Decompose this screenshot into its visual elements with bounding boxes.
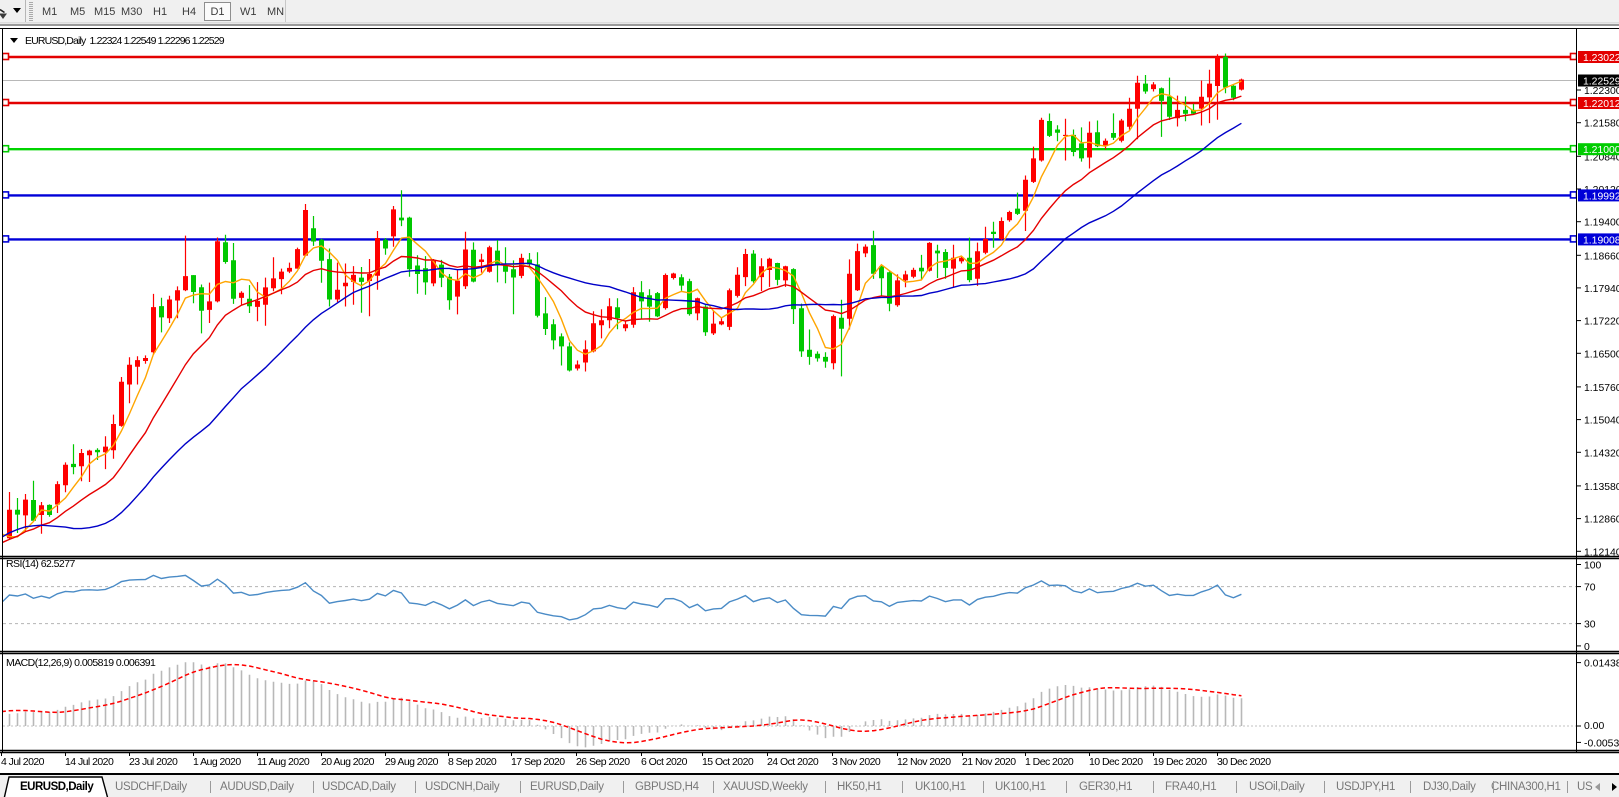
svg-text:0.00: 0.00	[1584, 721, 1604, 732]
svg-text:20 Aug 2020: 20 Aug 2020	[321, 756, 375, 768]
svg-text:21 Nov 2020: 21 Nov 2020	[962, 756, 1016, 768]
svg-text:12 Nov 2020: 12 Nov 2020	[897, 756, 951, 768]
svg-text:0.014384: 0.014384	[1584, 659, 1619, 670]
svg-text:1.13580: 1.13580	[1584, 482, 1619, 493]
svg-text:1.22300: 1.22300	[1584, 86, 1619, 97]
svg-text:11 Aug 2020: 11 Aug 2020	[257, 756, 310, 768]
svg-text:4 Jul 2020: 4 Jul 2020	[1, 756, 45, 768]
svg-text:1 Aug 2020: 1 Aug 2020	[193, 756, 241, 768]
svg-text:-0.005396: -0.005396	[1584, 738, 1619, 749]
svg-text:1.12140: 1.12140	[1584, 547, 1619, 558]
svg-text:10 Dec 2020: 10 Dec 2020	[1089, 756, 1143, 768]
svg-text:29 Aug 2020: 29 Aug 2020	[385, 756, 439, 768]
svg-text:RSI(14) 62.5277: RSI(14) 62.5277	[6, 558, 76, 570]
svg-text:1.22529: 1.22529	[1583, 77, 1619, 88]
svg-text:17 Sep 2020: 17 Sep 2020	[511, 756, 565, 768]
svg-text:3 Nov 2020: 3 Nov 2020	[832, 756, 881, 768]
svg-text:1 Dec 2020: 1 Dec 2020	[1025, 756, 1074, 768]
svg-text:1.19008: 1.19008	[1583, 235, 1619, 246]
svg-text:EURUSD,Daily 1.22324 1.22549: EURUSD,Daily 1.22324 1.22549 1.22296 1.2…	[25, 35, 225, 47]
svg-text:1.21000: 1.21000	[1583, 145, 1619, 156]
svg-text:1.23022: 1.23022	[1583, 53, 1619, 64]
svg-text:8 Sep 2020: 8 Sep 2020	[448, 756, 497, 768]
svg-text:1.15040: 1.15040	[1584, 416, 1619, 427]
svg-text:1.21580: 1.21580	[1584, 119, 1619, 130]
svg-text:1.20840: 1.20840	[1584, 152, 1619, 163]
svg-text:15 Oct 2020: 15 Oct 2020	[702, 756, 754, 768]
svg-text:1.19992: 1.19992	[1583, 191, 1619, 202]
svg-text:0: 0	[1584, 642, 1590, 653]
svg-text:23 Jul 2020: 23 Jul 2020	[129, 756, 178, 768]
svg-text:1.18660: 1.18660	[1584, 251, 1619, 262]
svg-text:6 Oct 2020: 6 Oct 2020	[641, 756, 688, 768]
svg-text:1.12860: 1.12860	[1584, 515, 1619, 526]
svg-text:1.16500: 1.16500	[1584, 349, 1619, 360]
svg-text:1.22012: 1.22012	[1583, 99, 1619, 110]
svg-text:30: 30	[1584, 620, 1596, 631]
svg-text:19 Dec 2020: 19 Dec 2020	[1153, 756, 1207, 768]
svg-text:1.15760: 1.15760	[1584, 383, 1619, 394]
svg-text:26 Sep 2020: 26 Sep 2020	[576, 756, 630, 768]
svg-text:14 Jul 2020: 14 Jul 2020	[65, 756, 114, 768]
svg-text:1.19400: 1.19400	[1584, 218, 1619, 229]
svg-text:MACD(12,26,9) 0.005819 0.00639: MACD(12,26,9) 0.005819 0.006391	[6, 657, 156, 669]
svg-text:1.17940: 1.17940	[1584, 284, 1619, 295]
svg-text:1.17220: 1.17220	[1584, 317, 1619, 328]
svg-text:70: 70	[1584, 583, 1596, 594]
svg-text:24 Oct 2020: 24 Oct 2020	[767, 756, 819, 768]
svg-text:100: 100	[1584, 561, 1602, 572]
svg-text:30 Dec 2020: 30 Dec 2020	[1217, 756, 1271, 768]
svg-text:1.14320: 1.14320	[1584, 448, 1619, 459]
